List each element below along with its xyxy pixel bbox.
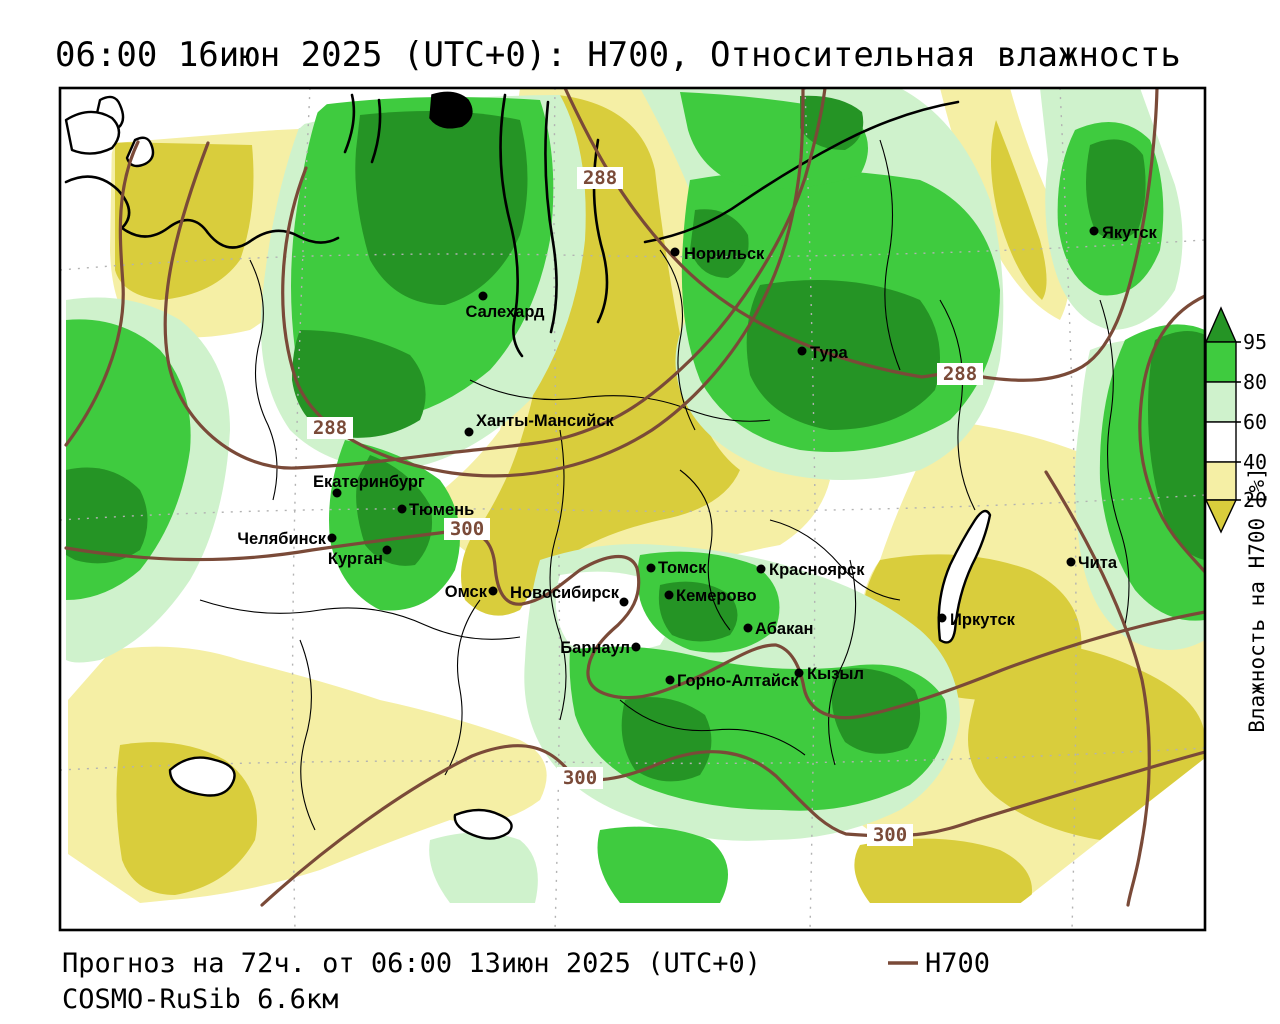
contour-label-288-east: 288 bbox=[937, 363, 983, 385]
svg-text:Новосибирск: Новосибирск bbox=[510, 584, 620, 602]
forecast-caption: Прогноз на 72ч. от 06:00 13июн 2025 (UTC… bbox=[62, 948, 761, 979]
contour-label-300-south: 300 bbox=[557, 767, 603, 789]
city-kemerovo: Кемерово bbox=[664, 587, 757, 605]
city-gorno-altaysk: Горно-Алтайск bbox=[665, 672, 799, 690]
colorbar-arrow-down bbox=[1204, 499, 1238, 534]
svg-text:Курган: Курган bbox=[328, 550, 383, 568]
city-yakutsk: Якутск bbox=[1089, 224, 1158, 242]
svg-text:Омск: Омск bbox=[445, 583, 488, 601]
geography-layer bbox=[64, 91, 1130, 840]
svg-text:Челябинск: Челябинск bbox=[237, 530, 326, 548]
svg-text:Якутск: Якутск bbox=[1102, 224, 1158, 242]
contour-layer: 288 288 288 300 300 300 bbox=[64, 88, 1205, 907]
colorbar-tick-95: 95 bbox=[1243, 330, 1267, 354]
city-norilsk: Норильск bbox=[670, 245, 765, 263]
city-chita: Чита bbox=[1066, 554, 1118, 572]
svg-text:Барнаул: Барнаул bbox=[560, 639, 630, 657]
city-barnaul: Барнаул bbox=[560, 639, 641, 657]
humidity-fill-layer bbox=[66, 88, 1205, 905]
svg-text:Екатеринбург: Екатеринбург bbox=[313, 473, 425, 491]
svg-text:Томск: Томск bbox=[658, 559, 707, 577]
svg-text:Кемерово: Кемерово bbox=[676, 587, 757, 605]
svg-text:288: 288 bbox=[583, 167, 617, 189]
h700-legend-label: H700 bbox=[925, 948, 990, 979]
contour-label-288-north: 288 bbox=[577, 167, 623, 189]
city-novosibirsk: Новосибирск bbox=[510, 584, 629, 607]
svg-text:Иркутск: Иркутск bbox=[950, 611, 1016, 629]
svg-text:Абакан: Абакан bbox=[755, 620, 813, 638]
svg-text:Ханты-Мансийск: Ханты-Мансийск bbox=[476, 412, 615, 430]
colorbar-tick-40: 40 bbox=[1243, 450, 1267, 474]
svg-text:Горно-Алтайск: Горно-Алтайск bbox=[677, 672, 799, 690]
svg-text:Тура: Тура bbox=[810, 344, 848, 362]
city-ekaterinburg: Екатеринбург bbox=[313, 473, 425, 498]
city-abakan: Абакан bbox=[743, 620, 813, 638]
contour-label-288-west: 288 bbox=[307, 417, 353, 439]
page-title: 06:00 16июн 2025 (UTC+0): H700, Относите… bbox=[55, 35, 1181, 75]
svg-text:Чита: Чита bbox=[1078, 554, 1118, 572]
svg-text:Кызыл: Кызыл bbox=[807, 665, 864, 683]
city-krasnoyarsk: Красноярск bbox=[756, 561, 865, 579]
city-irkutsk: Иркутск bbox=[937, 611, 1016, 629]
city-omsk: Омск bbox=[445, 583, 498, 601]
lake-baikal bbox=[937, 509, 992, 644]
city-tomsk: Томск bbox=[646, 559, 707, 577]
colorbar: 95 80 60 40 20 Влажность на H700 [%] bbox=[1204, 306, 1269, 733]
svg-text:Норильск: Норильск bbox=[684, 245, 765, 263]
city-khanty-mansiysk: Ханты-Мансийск bbox=[464, 412, 615, 437]
city-tura: Тура bbox=[797, 344, 848, 362]
city-layer: Норильск Салехард Тура Якутск Ханты-Манс… bbox=[237, 224, 1157, 690]
model-caption: COSMO-RuSib 6.6км bbox=[62, 984, 338, 1015]
city-tyumen: Тюмень bbox=[397, 501, 474, 519]
svg-text:300: 300 bbox=[873, 824, 907, 846]
svg-text:Красноярск: Красноярск bbox=[769, 561, 865, 579]
city-kyzyl: Кызыл bbox=[794, 665, 864, 683]
contour-label-300-west: 300 bbox=[444, 518, 490, 540]
svg-text:288: 288 bbox=[943, 363, 977, 385]
svg-text:Тюмень: Тюмень bbox=[409, 501, 474, 519]
graticule-layer bbox=[60, 88, 1205, 930]
contour-label-300-southeast: 300 bbox=[867, 824, 913, 846]
legend-h700: H700 bbox=[888, 948, 990, 979]
city-kurgan: Курган bbox=[328, 545, 392, 568]
svg-text:300: 300 bbox=[563, 767, 597, 789]
map-frame bbox=[58, 86, 1207, 932]
colorbar-tick-20: 20 bbox=[1243, 488, 1267, 512]
svg-text:Салехард: Салехард bbox=[465, 303, 545, 321]
colorbar-arrow-up bbox=[1204, 306, 1238, 343]
city-salekhard: Салехард bbox=[465, 291, 545, 321]
colorbar-tick-60: 60 bbox=[1243, 410, 1267, 434]
svg-text:288: 288 bbox=[313, 417, 347, 439]
colorbar-tick-80: 80 bbox=[1243, 370, 1267, 394]
city-chelyabinsk: Челябинск bbox=[237, 530, 337, 548]
colorbar-axis-label: Влажность на H700 [%] bbox=[1245, 467, 1269, 733]
svg-text:300: 300 bbox=[450, 518, 484, 540]
